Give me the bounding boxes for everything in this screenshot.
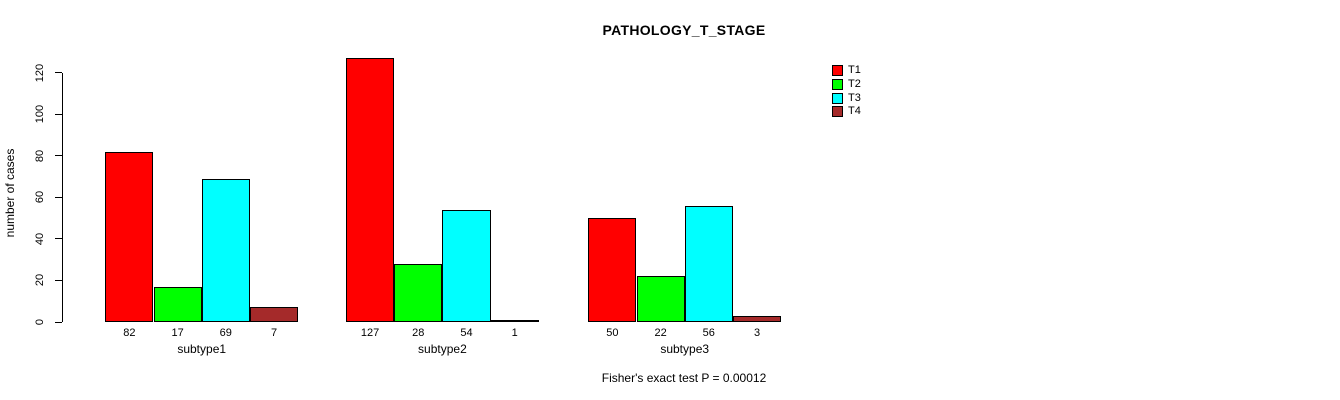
- y-tick-label: 120: [34, 63, 46, 83]
- bar-value-label: 3: [753, 327, 761, 339]
- bar-value-label: 17: [171, 327, 184, 339]
- y-tick: [55, 155, 62, 157]
- bar-value-label: 54: [460, 327, 473, 339]
- category-label-subtype1: subtype1: [177, 342, 227, 356]
- bar-t3-subtype1: [201, 178, 250, 322]
- chart-title: PATHOLOGY_T_STAGE: [602, 22, 766, 38]
- y-tick: [55, 72, 62, 74]
- y-tick-label: 40: [34, 232, 46, 246]
- legend-label: T2: [848, 78, 861, 91]
- legend-swatch-t3: [832, 92, 843, 104]
- bar-value-label: 127: [360, 327, 380, 339]
- bar-value-label: 50: [606, 327, 619, 339]
- bar-t4-subtype1: [249, 307, 299, 322]
- bar-value-label: 82: [123, 327, 136, 339]
- y-tick-label: 100: [34, 105, 46, 124]
- y-tick: [55, 279, 62, 281]
- bar-value-label: 28: [412, 327, 425, 339]
- legend-swatch-t4: [832, 106, 843, 118]
- bar-t3-subtype3: [684, 205, 733, 322]
- legend-swatch-t1: [832, 65, 843, 77]
- legend-label: T3: [848, 91, 861, 104]
- legend-label: T1: [848, 64, 861, 77]
- legend-item-t2: T2: [832, 78, 861, 92]
- bar-t2-subtype1: [153, 286, 202, 322]
- legend-swatch-t2: [832, 79, 843, 91]
- bar-t4-subtype3: [732, 315, 782, 322]
- y-tick-label: 0: [34, 318, 46, 326]
- bar-t4-subtype2: [490, 319, 539, 322]
- bar-value-label: 7: [270, 327, 278, 339]
- category-label-subtype3: subtype3: [660, 342, 710, 356]
- y-tick: [55, 196, 62, 198]
- category-label-subtype2: subtype2: [418, 342, 467, 356]
- bar-t1-subtype2: [346, 58, 395, 322]
- y-tick-label: 80: [34, 149, 46, 163]
- legend-item-t1: T1: [832, 64, 861, 78]
- y-axis-line: [62, 73, 63, 322]
- bar-value-label: 22: [654, 327, 667, 339]
- y-axis-title: number of cases: [3, 148, 17, 238]
- bar-t1-subtype3: [588, 218, 637, 322]
- y-tick: [55, 321, 62, 323]
- bar-t3-subtype2: [442, 209, 491, 322]
- y-tick-label: 20: [34, 274, 46, 287]
- footnote: Fisher's exact test P = 0.00012: [601, 371, 767, 385]
- legend-item-t4: T4: [832, 105, 861, 119]
- legend-label: T4: [848, 105, 861, 118]
- legend-item-t3: T3: [832, 91, 861, 105]
- bar-value-label: 69: [219, 327, 232, 339]
- y-tick: [55, 238, 62, 240]
- y-tick: [55, 113, 62, 115]
- bar-t2-subtype3: [636, 276, 685, 322]
- bar-value-label: 56: [702, 327, 715, 339]
- y-tick-label: 60: [34, 191, 46, 204]
- bar-t1-subtype1: [105, 151, 154, 322]
- bar-value-label: 1: [511, 327, 518, 339]
- legend: T1 T2 T3 T4: [832, 64, 861, 119]
- bar-t2-subtype2: [394, 263, 443, 322]
